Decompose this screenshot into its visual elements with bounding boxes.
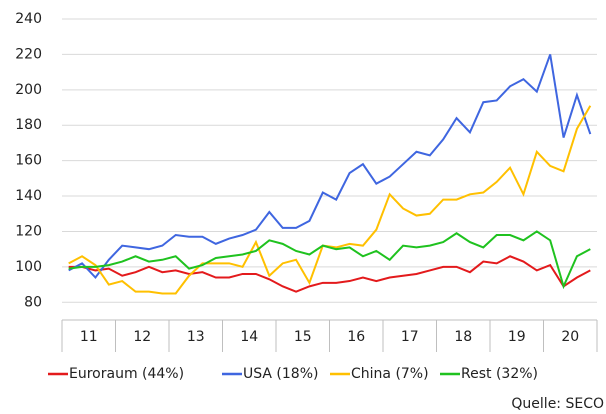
x-tick-label: 17 (401, 329, 419, 345)
x-tick-label: 19 (508, 329, 526, 345)
line-series (68, 54, 592, 280)
x-tick-label: 16 (347, 329, 365, 345)
legend-label: Euroraum (44%) (69, 366, 184, 382)
legend-label: USA (18%) (243, 366, 318, 382)
x-tick-label: 14 (240, 329, 258, 345)
y-tick-label: 80 (24, 294, 42, 310)
line-series (68, 105, 592, 295)
source: Quelle: SECO (511, 396, 604, 412)
line-series (68, 255, 591, 293)
legend-label: Rest (32%) (461, 366, 538, 382)
x-tick-label: 13 (187, 329, 205, 345)
legend-label: China (7%) (351, 366, 429, 382)
x-tick-label: 15 (294, 329, 312, 345)
y-tick-label: 180 (15, 117, 42, 133)
x-tick-label: 11 (80, 329, 98, 345)
line-series (68, 230, 591, 290)
y-tick-label: 120 (15, 223, 42, 239)
x-tick-label: 18 (454, 329, 472, 345)
y-tick-label: 200 (15, 82, 42, 98)
y-tick-label: 160 (15, 153, 42, 169)
y-tick-label: 220 (15, 46, 42, 62)
y-tick-label: 140 (15, 188, 42, 204)
y-tick-label: 100 (15, 259, 42, 275)
y-tick-label: 240 (15, 11, 42, 27)
x-tick-label: 12 (133, 329, 151, 345)
x-tick-label: 20 (561, 329, 579, 345)
